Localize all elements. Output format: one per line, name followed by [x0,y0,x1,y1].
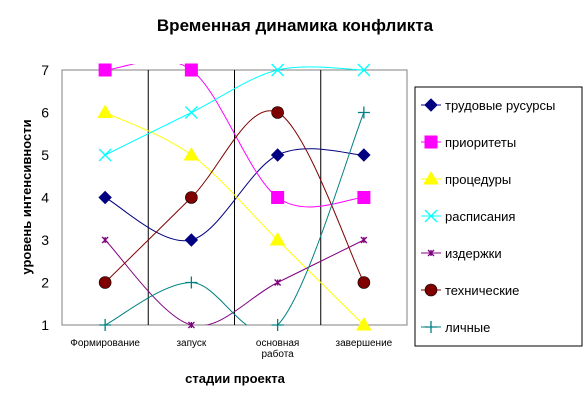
y-tick-label: 2 [41,275,49,291]
legend-marker [423,171,439,185]
data-point-marker [184,106,198,119]
plot-area [61,63,408,331]
legend-label: трудовые русурсы [445,98,555,113]
data-point-marker [271,319,284,331]
y-tick-label: 5 [41,147,49,163]
data-point-marker [183,147,200,161]
data-point-marker [98,63,112,77]
legend-label: процедуры [445,172,511,187]
legend-label: приоритеты [445,135,516,150]
data-point-marker [360,236,368,244]
y-tick-label: 6 [41,105,49,121]
legend-item: издержки [421,246,502,261]
data-point-marker [185,191,198,204]
x-tick-label: основная работа [256,338,299,360]
series-line [104,148,364,242]
data-point-marker [271,191,285,204]
data-point-marker [269,232,286,246]
legend-label: расписания [445,209,515,224]
y-tick-label: 3 [41,232,49,248]
legend-item: расписания [421,209,515,224]
legend: трудовые русурсы приоритеты процедуры распи… [414,86,583,347]
data-point-marker [274,279,282,286]
data-point-marker [98,190,112,205]
data-point-marker [101,236,109,244]
legend-label: личные [445,320,490,335]
legend-marker [425,321,437,333]
legend-marker [427,249,435,257]
series-line [104,112,365,325]
x-tick-label: запуск [176,338,206,349]
legend-box [414,86,583,347]
data-point-marker [184,63,198,77]
legend-item: технические [421,283,519,298]
x-tick-label: завершение [336,338,393,349]
series-line [104,239,365,325]
legend-marker [424,209,438,223]
data-point-marker [270,148,285,162]
legend-marker [424,135,438,149]
legend-marker [424,283,438,297]
legend-label: технические [445,283,519,298]
legend-item: процедуры [421,171,511,187]
data-point-marker [184,233,199,247]
data-point-marker [98,148,112,162]
data-point-marker [357,191,371,204]
y-axis-ticks: 1 2 3 4 5 6 7 [41,62,49,333]
data-point-marker [357,148,371,162]
data-point-marker [356,317,372,331]
legend-item: трудовые русурсы [421,98,555,113]
series-line [105,64,364,208]
y-tick-label: 7 [41,62,49,78]
data-point-marker [357,106,370,119]
legend-marker [424,98,438,112]
y-tick-label: 4 [41,190,49,206]
series-line [104,110,365,283]
chart-title: Временная динамика конфликта [157,16,434,35]
series-line [104,66,364,156]
x-axis-ticks: Формирование запуск основная работа завершен… [70,338,392,360]
series-markers [97,63,372,331]
series-lines [104,64,365,325]
data-point-marker [187,321,195,329]
data-point-marker [99,319,112,331]
data-point-marker [357,63,371,77]
y-tick-label: 1 [41,317,49,333]
data-point-marker [98,276,112,289]
data-point-marker [271,63,285,77]
series-line [104,112,365,325]
data-point-marker [357,276,371,289]
legend-item: личные [421,320,490,335]
data-point-marker [185,276,198,289]
legend-item: приоритеты [421,135,516,150]
legend-label: издержки [445,246,502,261]
x-axis-label: стадии проекта [185,371,286,386]
data-point-marker [271,106,284,119]
data-point-marker [97,104,113,118]
y-axis-label: уровень интенсивности [19,119,34,274]
x-tick-label: Формирование [70,338,140,349]
